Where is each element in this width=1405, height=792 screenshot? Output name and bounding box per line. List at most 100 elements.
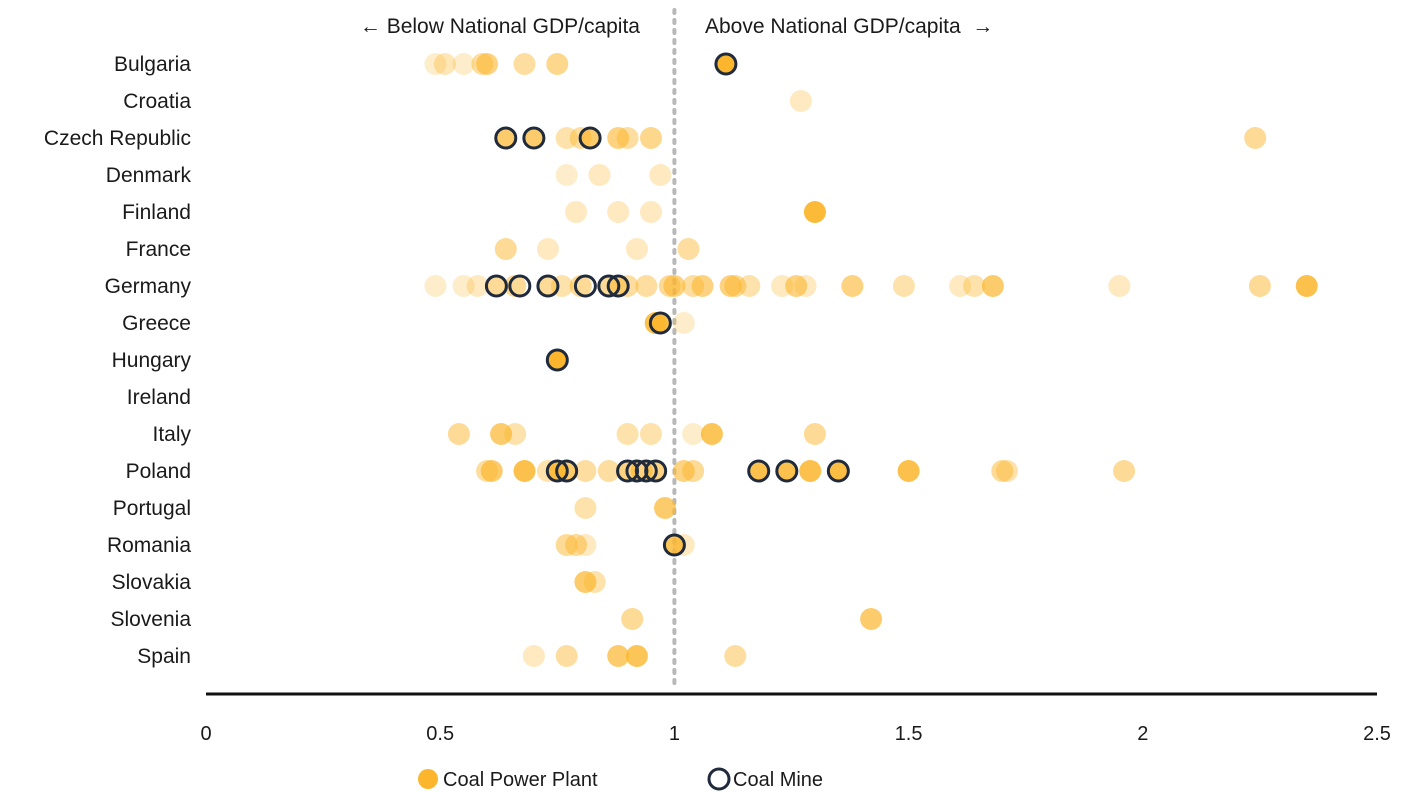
x-tick-label: 2.5 xyxy=(1363,723,1391,745)
country-label-portugal: Portugal xyxy=(113,497,191,520)
coal-mine-point xyxy=(536,274,560,298)
coal-power-plant-point xyxy=(452,53,475,75)
coal-power-plant-point xyxy=(714,53,737,75)
coal-power-plant-point xyxy=(424,275,447,297)
coal-power-plant-point xyxy=(654,497,677,519)
legend-plant-label: Coal Power Plant xyxy=(443,769,598,791)
coal-mine-points xyxy=(484,52,850,557)
coal-power-plant-point xyxy=(639,423,662,445)
coal-power-plant-point xyxy=(588,164,611,186)
coal-power-plant-point xyxy=(583,571,606,593)
above-gdp-annotation: Above National GDP/capita → xyxy=(705,15,993,38)
coal-power-plant-point xyxy=(682,460,705,482)
country-rows: Bulgaria Croatia Czech Republic Denmark Finl… xyxy=(44,53,192,668)
coal-mine-point xyxy=(606,274,630,298)
coal-power-plant-point xyxy=(574,497,597,519)
coal-power-plant-point xyxy=(607,127,630,149)
coal-power-plant-point xyxy=(738,275,761,297)
coal-power-plant-point xyxy=(827,460,850,482)
coal-mine-point xyxy=(714,52,738,76)
legend-plant-swatch xyxy=(418,769,438,789)
coal-power-plant-point xyxy=(452,275,475,297)
coal-power-plant-point xyxy=(639,201,662,223)
coal-mine-point xyxy=(775,459,799,483)
coal-power-plant-point xyxy=(700,423,723,445)
coal-power-plant-point xyxy=(480,460,503,482)
coal-mine-point xyxy=(555,459,579,483)
coal-power-plant-point xyxy=(724,645,747,667)
country-label-italy: Italy xyxy=(152,423,191,446)
coal-power-plant-point xyxy=(682,423,705,445)
coal-power-plant-point xyxy=(775,460,798,482)
coal-power-plant-point xyxy=(476,53,499,75)
coal-power-plant-point xyxy=(635,275,658,297)
coal-power-plant-point xyxy=(1295,275,1318,297)
coal-mine-point xyxy=(597,274,621,298)
coal-power-plant-point xyxy=(536,238,559,260)
country-label-germany: Germany xyxy=(105,275,192,298)
coal-power-plant-point xyxy=(677,238,700,260)
coal-power-plant-point xyxy=(991,460,1014,482)
coal-power-plant-point xyxy=(672,312,695,334)
coal-power-plant-point xyxy=(649,312,672,334)
coal-power-plant-point xyxy=(803,423,826,445)
x-axis-ticks: 0 0.5 1 1.5 2 2.5 xyxy=(200,723,1390,745)
coal-power-plant-point xyxy=(555,164,578,186)
coal-power-plant-point xyxy=(799,460,822,482)
coal-power-plant-point xyxy=(841,275,864,297)
coal-power-plant-point xyxy=(433,53,456,75)
coal-power-plant-point xyxy=(485,275,508,297)
coal-power-plant-point xyxy=(963,275,986,297)
coal-power-plant-point xyxy=(597,460,620,482)
coal-power-plant-point xyxy=(490,423,513,445)
coal-mine-point xyxy=(545,459,569,483)
coal-power-plant-point xyxy=(995,460,1018,482)
country-label-hungary: Hungary xyxy=(112,349,192,372)
coal-power-plant-point xyxy=(639,127,662,149)
x-tick-label: 1.5 xyxy=(895,723,923,745)
coal-power-plant-point xyxy=(574,571,597,593)
coal-power-plant-point xyxy=(513,53,536,75)
coal-power-plant-point xyxy=(569,275,592,297)
x-tick-label: 0.5 xyxy=(426,723,454,745)
coal-power-plant-point xyxy=(649,164,672,186)
legend: Coal Power Plant Coal Mine xyxy=(418,767,823,791)
coal-power-plant-point xyxy=(691,275,714,297)
coal-mine-point xyxy=(545,348,569,372)
x-tick-label: 0 xyxy=(200,723,211,745)
coal-power-plant-point xyxy=(625,645,648,667)
coal-power-plant-point xyxy=(625,238,648,260)
coal-power-plant-point xyxy=(494,127,517,149)
x-tick-label: 2 xyxy=(1137,723,1148,745)
country-label-slovenia: Slovenia xyxy=(110,608,191,631)
coal-power-plant-point xyxy=(949,275,972,297)
coal-power-plant-point xyxy=(466,275,489,297)
coal-power-plant-point xyxy=(536,275,559,297)
coal-power-plant-point xyxy=(860,608,883,630)
country-label-croatia: Croatia xyxy=(123,90,191,113)
coal-power-plant-point xyxy=(663,534,686,556)
coal-power-plant-point xyxy=(522,645,545,667)
coal-power-plant-point xyxy=(607,201,630,223)
below-gdp-annotation: ← Below National GDP/capita xyxy=(360,15,640,38)
coal-power-plant-point xyxy=(1244,127,1267,149)
country-label-czech-republic: Czech Republic xyxy=(44,127,191,150)
legend-mine-swatch xyxy=(707,767,731,791)
coal-power-plant-point xyxy=(555,645,578,667)
coal-mine-point xyxy=(644,459,668,483)
coal-mine-point xyxy=(826,459,850,483)
coal-power-plant-point xyxy=(981,275,1004,297)
coal-power-plant-point xyxy=(555,127,578,149)
country-label-finland: Finland xyxy=(122,201,191,224)
coal-power-plant-point xyxy=(424,53,447,75)
coal-power-plant-point xyxy=(574,460,597,482)
coal-mine-point xyxy=(747,459,771,483)
coal-power-plant-points xyxy=(424,53,1318,667)
coal-power-plant-point xyxy=(504,275,527,297)
coal-power-plant-point xyxy=(1113,460,1136,482)
coal-power-plant-point xyxy=(724,275,747,297)
coal-power-plant-point xyxy=(522,127,545,149)
coal-mine-point xyxy=(494,126,518,150)
coal-power-plant-point xyxy=(565,201,588,223)
